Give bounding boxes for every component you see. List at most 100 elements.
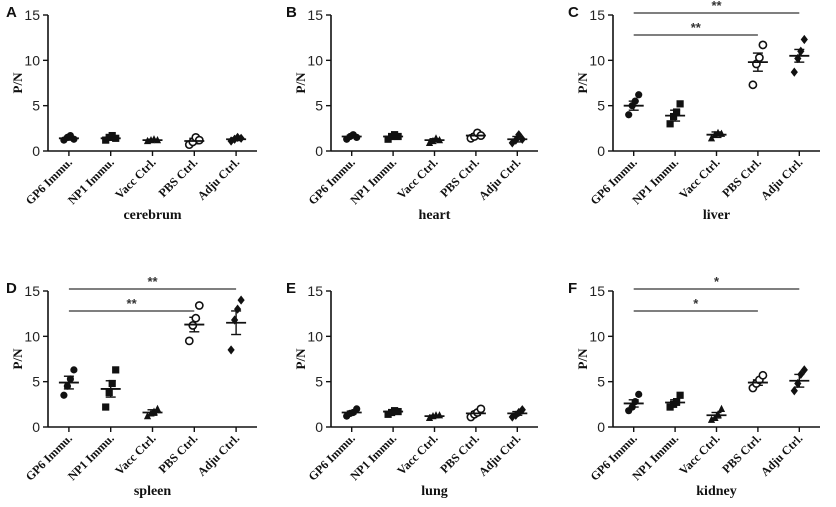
- y-axis-label: P/N: [10, 348, 25, 370]
- data-point: [231, 315, 239, 325]
- data-point: [108, 379, 116, 388]
- data-point: [227, 345, 235, 355]
- data-point: [673, 108, 681, 116]
- y-tick-label: 5: [32, 98, 40, 114]
- data-point: [143, 412, 152, 420]
- data-point: [673, 398, 681, 406]
- data-point: [425, 413, 434, 422]
- data-point: [666, 120, 674, 128]
- data-point: [676, 391, 684, 399]
- data-point: [625, 111, 633, 119]
- data-point: [112, 366, 120, 374]
- y-tick-label: 0: [315, 419, 323, 435]
- panel-letter: E: [286, 280, 296, 297]
- x-axis-label: lung: [421, 484, 447, 499]
- data-point: [628, 403, 636, 411]
- y-tick-label: 0: [315, 143, 323, 159]
- data-point: [707, 134, 716, 142]
- data-point: [794, 378, 802, 389]
- data-point: [425, 138, 434, 146]
- data-point: [797, 369, 805, 380]
- data-point: [234, 304, 242, 314]
- x-tick-label: Vacc Ctrl.: [676, 431, 722, 477]
- data-point: [518, 405, 526, 415]
- data-point: [711, 413, 719, 422]
- y-axis-label: P/N: [575, 72, 590, 94]
- data-point: [102, 403, 110, 411]
- data-point: [635, 390, 643, 398]
- significance-label: *: [693, 296, 699, 311]
- x-axis-label: cerebrum: [123, 208, 181, 223]
- data-point: [635, 91, 643, 99]
- y-tick-label: 5: [32, 374, 40, 390]
- y-tick-label: 10: [307, 52, 323, 68]
- data-point: [758, 370, 768, 380]
- data-point: [353, 405, 361, 413]
- panel-letter: B: [286, 4, 297, 21]
- data-point: [790, 386, 798, 396]
- y-tick-label: 15: [589, 283, 605, 299]
- y-axis-label: P/N: [293, 72, 308, 94]
- y-tick-label: 10: [589, 52, 605, 68]
- data-point: [184, 336, 194, 346]
- y-tick-label: 10: [24, 328, 40, 344]
- data-point: [790, 67, 798, 77]
- y-axis-label: P/N: [10, 72, 25, 94]
- data-point: [188, 321, 198, 330]
- data-point: [70, 135, 78, 143]
- x-tick-label: Vacc Ctrl.: [676, 155, 722, 201]
- data-point: [237, 295, 245, 305]
- x-tick-label: Adju Ctrl.: [195, 155, 243, 203]
- data-point: [60, 391, 68, 399]
- data-point: [512, 135, 520, 145]
- y-tick-label: 15: [307, 7, 323, 23]
- panel-letter: A: [6, 4, 17, 21]
- x-axis-label: heart: [419, 208, 451, 223]
- data-point: [676, 100, 684, 108]
- data-point: [515, 130, 523, 140]
- data-point: [66, 375, 74, 383]
- y-axis-label: P/N: [575, 348, 590, 370]
- data-point: [717, 404, 726, 412]
- data-point: [800, 365, 808, 375]
- data-point: [70, 366, 78, 374]
- data-point: [670, 112, 678, 121]
- data-point: [794, 53, 802, 64]
- y-tick-label: 5: [597, 98, 605, 114]
- significance-label: **: [147, 274, 158, 289]
- panel-letter: F: [568, 280, 577, 297]
- y-tick-label: 15: [307, 283, 323, 299]
- significance-label: **: [711, 0, 722, 13]
- x-tick-label: Adju Ctrl.: [476, 155, 524, 203]
- x-tick-label: Adju Ctrl.: [758, 431, 806, 479]
- data-point: [508, 138, 516, 148]
- data-point: [353, 133, 361, 141]
- panel-letter: D: [6, 280, 17, 297]
- data-point: [631, 97, 639, 105]
- y-tick-label: 10: [307, 328, 323, 344]
- y-tick-label: 10: [24, 52, 40, 68]
- x-tick-label: Vacc Ctrl.: [394, 155, 440, 201]
- x-tick-label: Vacc Ctrl.: [112, 155, 158, 201]
- data-point: [63, 382, 71, 390]
- data-point: [748, 80, 758, 90]
- y-tick-label: 0: [32, 143, 40, 159]
- data-point: [512, 410, 520, 420]
- data-point: [800, 34, 808, 45]
- data-point: [758, 40, 768, 50]
- data-point: [194, 301, 204, 310]
- significance-label: **: [691, 20, 702, 35]
- data-point: [476, 404, 486, 414]
- data-point: [191, 313, 201, 323]
- y-tick-label: 15: [24, 283, 40, 299]
- data-point: [153, 404, 162, 412]
- x-axis-label: spleen: [134, 484, 172, 499]
- data-point: [797, 46, 805, 56]
- x-tick-label: Vacc Ctrl.: [394, 431, 440, 477]
- x-axis-label: liver: [703, 208, 730, 223]
- panel-letter: C: [568, 4, 579, 21]
